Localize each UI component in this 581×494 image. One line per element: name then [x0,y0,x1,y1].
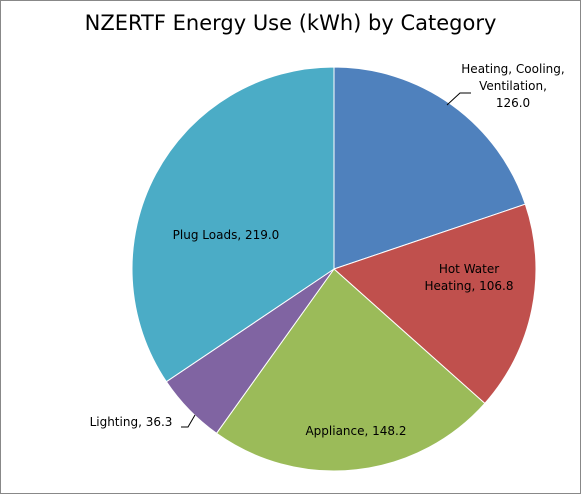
leader-line [446,92,471,106]
data-label-appliance: Appliance, 148.2 [305,424,406,438]
leader-line [181,414,196,428]
data-label-lighting: Lighting, 36.3 [90,415,173,429]
pie-slice-appliance [215,268,486,472]
data-label-plug-loads: Plug Loads, 219.0 [173,228,280,242]
chart-title: NZERTF Energy Use (kWh) by Category [84,11,497,35]
pie-slice-plug-loads [131,66,335,383]
pie-slice-heating-cooling-ventilation [333,66,526,270]
data-label-heating-cooling-ventilation: Heating, Cooling, Ventilation, 126.0 [461,62,564,110]
pie-slice-hot-water-heating [333,203,537,405]
data-label-hot-water-heating: Hot Water Heating, 106.8 [424,262,513,293]
